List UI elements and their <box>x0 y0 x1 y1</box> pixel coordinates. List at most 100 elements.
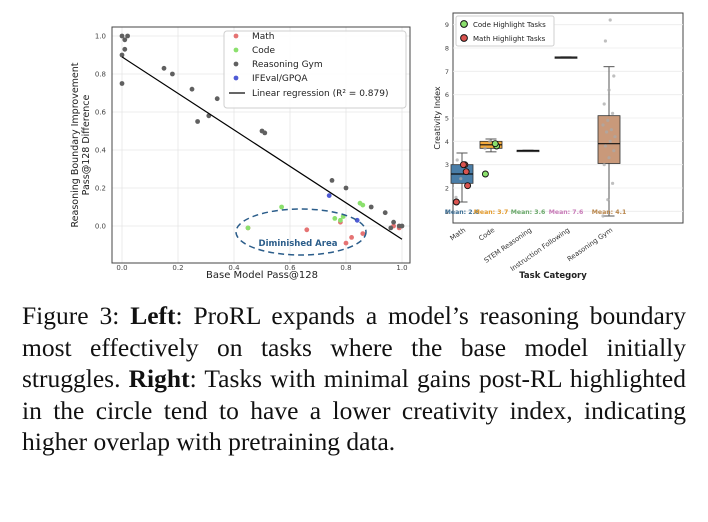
diminished-area-label: Diminished Area <box>259 239 338 249</box>
legend-label: Math <box>252 32 275 42</box>
legend-marker <box>233 33 239 39</box>
jitter-point <box>606 198 610 202</box>
jitter-point <box>603 39 607 43</box>
right-y-axis-label: Creativity Index <box>433 86 442 150</box>
y-tick-label: 0.2 <box>95 185 106 193</box>
jitter-point <box>611 111 615 115</box>
jitter-point <box>488 139 492 143</box>
data-point-math <box>304 227 310 233</box>
data-point-reasoning-gym <box>189 86 195 92</box>
data-point-code <box>338 217 343 223</box>
data-point-reasoning-gym <box>122 37 128 43</box>
mean-label: Mean: 7.6 <box>549 209 584 216</box>
data-point-reasoning-gym <box>399 223 405 229</box>
jitter-point <box>606 118 610 122</box>
category-tick-label: Code <box>477 226 496 243</box>
highlight-point-math <box>462 168 470 176</box>
y-axis-label-line2: Pass@128 Difference <box>81 95 92 196</box>
jitter-point <box>608 18 612 22</box>
right-y-tick-label: 1 <box>445 208 449 216</box>
data-point-math <box>343 240 349 246</box>
figure-caption: Figure 3: Left: ProRL expands a model’s … <box>22 300 686 458</box>
jitter-point <box>602 102 606 106</box>
right-y-tick-label: 8 <box>445 45 449 53</box>
jitter-point <box>601 214 605 218</box>
jitter-point <box>607 88 611 92</box>
data-point-reasoning-gym <box>368 204 374 210</box>
data-point-reasoning-gym <box>343 185 349 191</box>
data-point-reasoning-gym <box>388 225 394 231</box>
data-point-reasoning-gym <box>262 130 268 136</box>
highlight-point-math <box>452 198 460 206</box>
legend-math-marker <box>460 34 468 42</box>
legend-marker <box>233 75 239 81</box>
data-point-math <box>349 235 354 240</box>
jitter-point <box>609 128 613 132</box>
highlight-point-code <box>481 170 489 178</box>
right-y-tick-label: 9 <box>445 21 449 29</box>
legend-label: Reasoning Gym <box>252 60 323 70</box>
x-tick-label: 1.0 <box>396 264 407 272</box>
legend-label: Linear regression (R² = 0.879) <box>252 89 389 99</box>
plot-frame <box>111 26 411 264</box>
data-point-reasoning-gym <box>125 33 130 39</box>
highlight-point-math <box>459 161 467 169</box>
right-y-tick-label: 7 <box>445 68 449 76</box>
legend: Math Code Reasoning Gym IFEval/GPQA Linear r… <box>223 30 407 109</box>
data-point-code <box>360 202 366 208</box>
right-y-tick-label: 2 <box>445 185 449 193</box>
jitter-point <box>603 144 607 148</box>
data-point-reasoning-gym <box>214 96 220 102</box>
x-tick-label: 0.4 <box>228 264 240 272</box>
jitter-point <box>459 177 463 181</box>
data-point-reasoning-gym <box>119 81 125 86</box>
caption-left-text: : ProRL expands a model’s reasoning boun… <box>22 301 687 393</box>
mean-label: Mean: 4.1 <box>592 209 627 216</box>
jitter-point <box>612 74 616 78</box>
legend-label: IFEval/GPQA <box>252 74 308 84</box>
y-tick-label: 0.0 <box>95 223 106 231</box>
x-tick-label: 0.6 <box>284 264 296 272</box>
right-x-axis-label: Task Category <box>519 271 587 281</box>
data-point-reasoning-gym <box>119 33 125 39</box>
data-point-reasoning-gym <box>382 210 388 216</box>
diminished-area-ellipse <box>235 208 367 256</box>
regression-line <box>121 56 403 240</box>
category-tick-label: Math <box>449 226 468 242</box>
jitter-point <box>605 130 609 134</box>
legend-math-label: Math Highlight Tasks <box>473 35 546 43</box>
jitter-point <box>607 156 611 160</box>
legend-label: Code <box>252 46 276 56</box>
caption-left-bold: Left <box>130 301 176 330</box>
jitter-point <box>608 139 612 143</box>
data-point-ifeval-gpqa <box>326 193 332 199</box>
highlight-point-code <box>491 140 499 148</box>
x-axis-label: Base Model Pass@128 <box>206 270 318 281</box>
data-point-code <box>279 204 284 210</box>
caption-fig-label: Figure 3: <box>22 301 120 330</box>
legend-marker <box>233 47 239 53</box>
right-y-tick-label: 6 <box>445 91 449 99</box>
data-point-code <box>332 216 338 221</box>
right-legend: Code Highlight Tasks Math Highlight Task… <box>455 15 555 47</box>
jitter-point <box>613 135 617 139</box>
y-tick-label: 0.6 <box>95 109 107 117</box>
right-y-tick-label: 5 <box>445 115 449 123</box>
y-tick-label: 1.0 <box>95 33 106 41</box>
data-point-reasoning-gym <box>391 219 396 225</box>
jitter-point <box>455 158 459 162</box>
caption-right-bold: Right <box>128 364 190 393</box>
x-tick-label: 0.8 <box>340 264 351 272</box>
data-point-math <box>360 231 366 237</box>
category-tick-label: Reasoning Gym <box>566 226 615 263</box>
data-point-reasoning-gym <box>329 178 335 183</box>
jitter-point <box>612 149 616 153</box>
legend-marker <box>233 61 239 67</box>
legend-code-label: Code Highlight Tasks <box>473 21 546 29</box>
mean-label: Mean: 3.6 <box>511 209 546 216</box>
caption-right-text: : Tasks with minimal gains post-RL highl… <box>22 364 686 456</box>
x-tick-label: 0.0 <box>116 264 127 272</box>
highlight-point-math <box>464 182 472 190</box>
jitter-point <box>602 163 606 167</box>
right-y-tick-label: 3 <box>445 161 449 169</box>
